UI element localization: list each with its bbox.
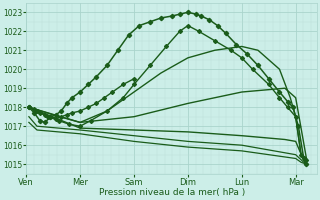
X-axis label: Pression niveau de la mer( hPa ): Pression niveau de la mer( hPa ): [99, 188, 245, 197]
